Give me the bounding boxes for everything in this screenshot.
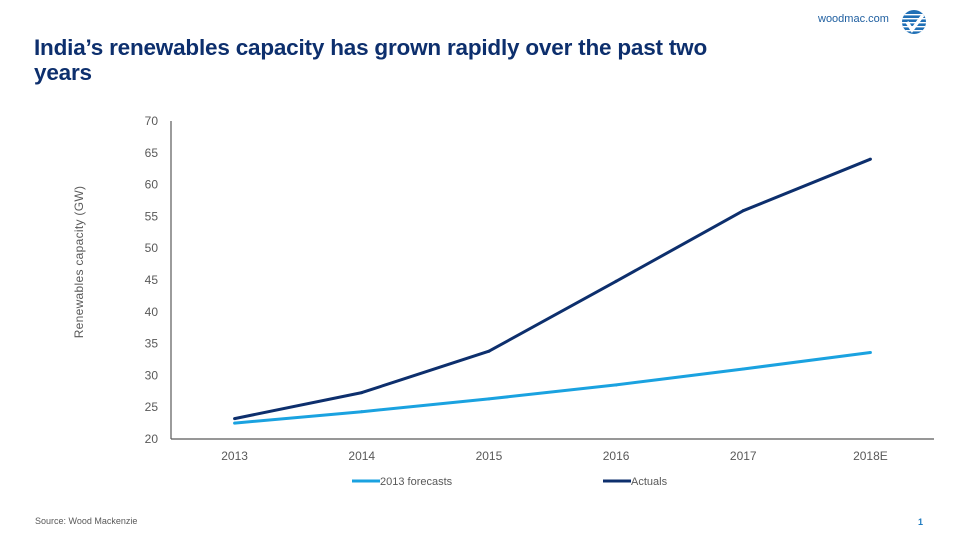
data-point: [360, 410, 364, 414]
data-point: [487, 349, 491, 353]
y-tick-label: 40: [145, 305, 159, 319]
data-point: [868, 351, 872, 355]
y-tick-label: 65: [145, 146, 159, 160]
y-tick-label: 25: [145, 400, 159, 414]
x-tick-label: 2013: [221, 449, 248, 463]
series-line-forecasts: [234, 351, 871, 425]
data-point: [360, 391, 364, 395]
x-tick-label: 2015: [476, 449, 503, 463]
source-note: Source: Wood Mackenzie: [35, 516, 138, 526]
x-tick-label: 2014: [348, 449, 375, 463]
y-tick-label: 20: [145, 432, 159, 446]
page-number: 1: [918, 517, 924, 527]
woodmac-logo-icon: [902, 10, 926, 34]
y-tick-label: 45: [145, 273, 159, 287]
y-tick-label: 50: [145, 241, 159, 255]
y-tick-label: 55: [145, 209, 159, 223]
legend-label: 2013 forecasts: [380, 476, 453, 488]
data-point: [741, 209, 745, 213]
page-title: India’s renewables capacity has grown ra…: [34, 35, 708, 85]
data-point: [614, 383, 618, 387]
data-point: [741, 367, 745, 371]
x-tick-label: 2018E: [853, 449, 888, 463]
series-line-actuals: [234, 157, 871, 421]
y-tick-label: 70: [145, 114, 159, 128]
data-point: [233, 421, 237, 425]
y-tick-label: 30: [145, 368, 159, 382]
website-link[interactable]: woodmac.com: [818, 13, 889, 25]
y-axis-label: Renewables capacity (GW): [72, 186, 86, 339]
legend-label: Actuals: [631, 476, 668, 488]
x-tick-label: 2016: [603, 449, 630, 463]
x-tick-label: 2017: [730, 449, 757, 463]
y-tick-label: 60: [145, 178, 159, 192]
data-point: [233, 417, 237, 421]
y-tick-label: 35: [145, 337, 159, 351]
data-point: [614, 279, 618, 283]
data-point: [487, 397, 491, 401]
data-point: [868, 157, 872, 161]
